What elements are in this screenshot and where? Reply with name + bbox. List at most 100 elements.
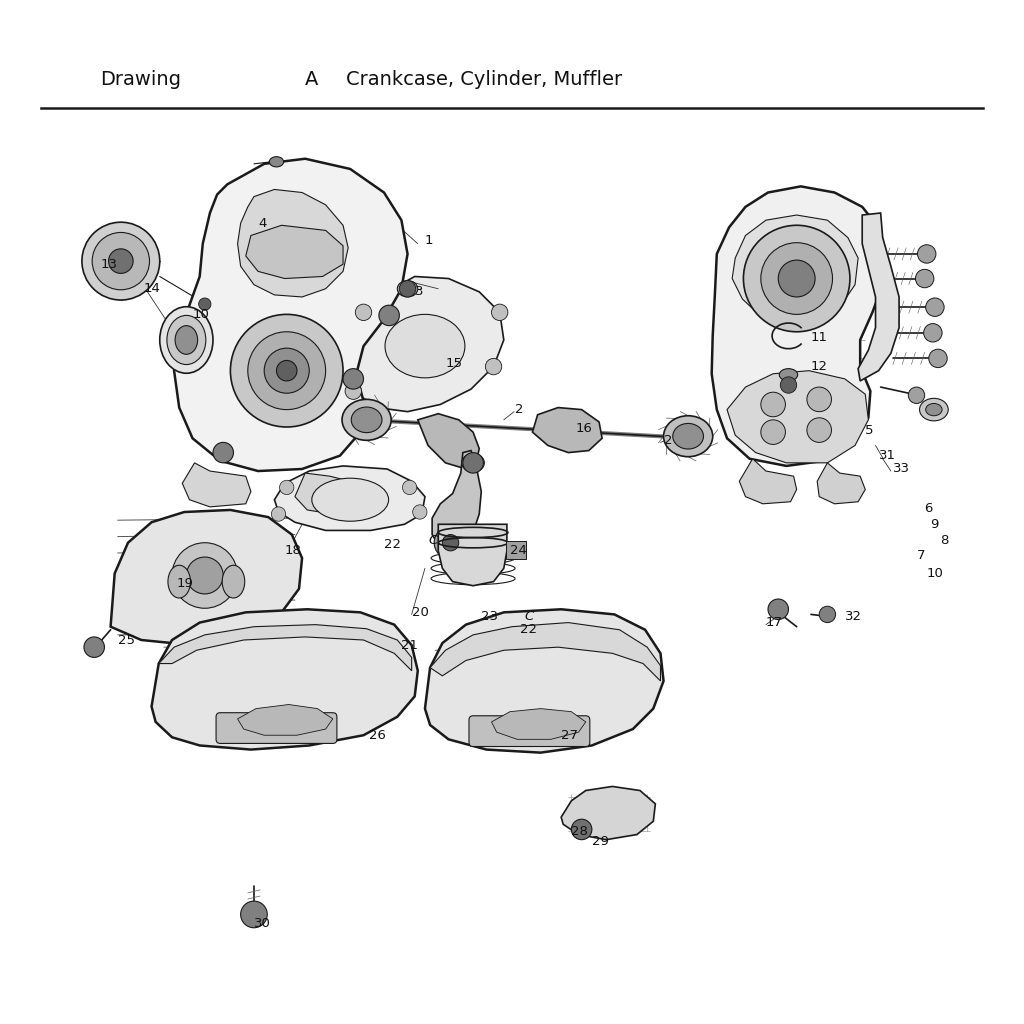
- Text: 16: 16: [575, 422, 592, 434]
- Circle shape: [271, 507, 286, 521]
- Text: 10: 10: [927, 567, 943, 580]
- Text: 17: 17: [766, 616, 783, 629]
- Circle shape: [186, 557, 223, 594]
- Circle shape: [413, 505, 427, 519]
- Circle shape: [84, 637, 104, 657]
- Polygon shape: [425, 609, 664, 753]
- Circle shape: [434, 526, 467, 559]
- Text: 33: 33: [893, 463, 910, 475]
- Text: 24: 24: [510, 545, 526, 557]
- Ellipse shape: [920, 398, 948, 421]
- Circle shape: [442, 535, 459, 551]
- Ellipse shape: [664, 416, 713, 457]
- Polygon shape: [727, 371, 868, 463]
- Text: 1: 1: [425, 234, 433, 247]
- Ellipse shape: [351, 408, 382, 432]
- Circle shape: [918, 245, 936, 263]
- Polygon shape: [732, 215, 858, 323]
- Circle shape: [924, 324, 942, 342]
- Text: 18: 18: [285, 545, 301, 557]
- Text: 8: 8: [940, 535, 948, 547]
- Text: 15: 15: [445, 357, 463, 370]
- Polygon shape: [532, 408, 602, 453]
- Circle shape: [230, 314, 343, 427]
- Text: 20: 20: [412, 606, 428, 618]
- Text: 29: 29: [592, 836, 608, 848]
- Circle shape: [492, 304, 508, 321]
- Text: 5: 5: [865, 424, 873, 436]
- Polygon shape: [152, 609, 418, 750]
- Polygon shape: [418, 414, 479, 469]
- Text: 2: 2: [664, 434, 672, 446]
- Ellipse shape: [312, 478, 389, 521]
- Circle shape: [345, 383, 361, 399]
- Text: Drawing: Drawing: [100, 71, 181, 89]
- Text: 28: 28: [571, 825, 588, 838]
- Text: 10: 10: [193, 308, 209, 321]
- Polygon shape: [430, 623, 660, 681]
- Circle shape: [761, 243, 833, 314]
- Polygon shape: [246, 225, 343, 279]
- Ellipse shape: [926, 403, 942, 416]
- Text: 9: 9: [930, 518, 938, 530]
- Polygon shape: [274, 466, 425, 530]
- Polygon shape: [182, 463, 251, 507]
- Circle shape: [761, 420, 785, 444]
- Polygon shape: [343, 276, 504, 412]
- Circle shape: [915, 269, 934, 288]
- Circle shape: [172, 543, 238, 608]
- Ellipse shape: [168, 565, 190, 598]
- Circle shape: [109, 249, 133, 273]
- Circle shape: [463, 453, 483, 473]
- Ellipse shape: [222, 565, 245, 598]
- Text: 26: 26: [369, 729, 385, 741]
- Circle shape: [280, 480, 294, 495]
- Polygon shape: [174, 159, 408, 471]
- Circle shape: [343, 369, 364, 389]
- Circle shape: [199, 298, 211, 310]
- Circle shape: [276, 360, 297, 381]
- Ellipse shape: [167, 315, 206, 365]
- Text: A: A: [305, 71, 318, 89]
- Circle shape: [92, 232, 150, 290]
- Text: 27: 27: [561, 729, 579, 741]
- Polygon shape: [238, 705, 333, 735]
- Polygon shape: [817, 463, 865, 504]
- Text: 30: 30: [254, 918, 270, 930]
- Ellipse shape: [160, 307, 213, 373]
- Polygon shape: [492, 709, 586, 739]
- Text: 32: 32: [845, 610, 862, 623]
- Circle shape: [82, 222, 160, 300]
- Circle shape: [929, 349, 947, 368]
- Text: 12: 12: [811, 360, 828, 373]
- Ellipse shape: [175, 326, 198, 354]
- Circle shape: [402, 480, 417, 495]
- Circle shape: [213, 442, 233, 463]
- Circle shape: [807, 387, 831, 412]
- Circle shape: [355, 304, 372, 321]
- Text: 19: 19: [176, 578, 193, 590]
- Text: 2: 2: [515, 403, 523, 416]
- Circle shape: [571, 819, 592, 840]
- Text: 11: 11: [811, 332, 828, 344]
- Polygon shape: [295, 473, 360, 514]
- Circle shape: [761, 392, 785, 417]
- Text: C: C: [428, 535, 437, 547]
- Text: 22: 22: [520, 624, 538, 636]
- Circle shape: [768, 599, 788, 620]
- Text: Crankcase, Cylinder, Muffler: Crankcase, Cylinder, Muffler: [346, 71, 623, 89]
- Polygon shape: [739, 459, 797, 504]
- Circle shape: [485, 358, 502, 375]
- Text: 14: 14: [143, 283, 160, 295]
- Text: 21: 21: [401, 639, 419, 651]
- Ellipse shape: [269, 157, 284, 167]
- Polygon shape: [111, 510, 302, 643]
- Circle shape: [778, 260, 815, 297]
- Ellipse shape: [397, 281, 418, 297]
- Ellipse shape: [462, 454, 484, 472]
- Circle shape: [743, 225, 850, 332]
- Circle shape: [379, 305, 399, 326]
- Polygon shape: [561, 786, 655, 840]
- Text: 4: 4: [258, 217, 266, 229]
- Circle shape: [908, 387, 925, 403]
